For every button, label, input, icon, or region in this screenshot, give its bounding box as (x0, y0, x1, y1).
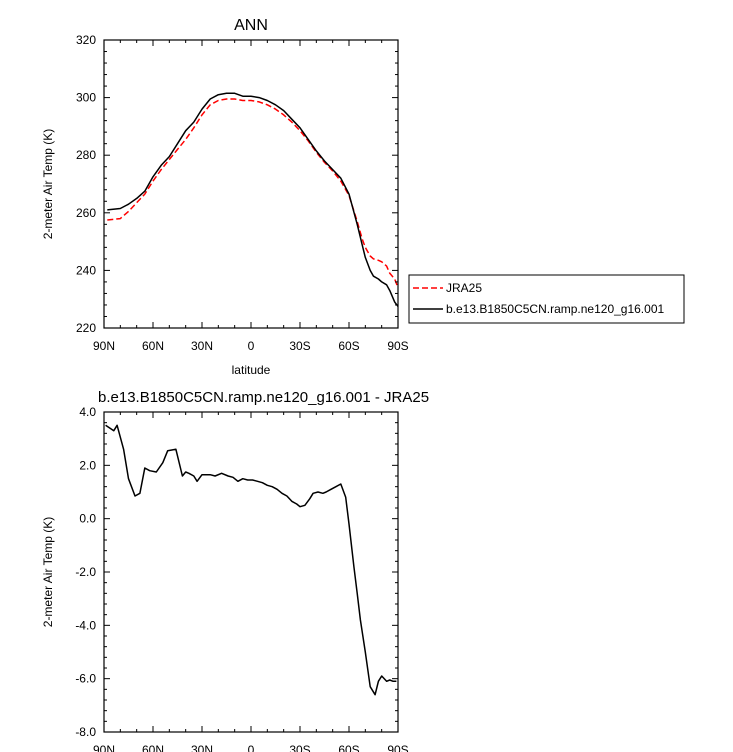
series-line-0 (105, 424, 397, 696)
y-tick-label: 320 (76, 33, 96, 47)
x-tick-label: 60S (338, 339, 359, 353)
x-tick-label: 60N (142, 743, 164, 752)
legend: JRA25 b.e13.B1850C5CN.ramp.ne120_g16.001 (408, 274, 685, 324)
x-tick-label: 0 (248, 743, 255, 752)
y-tick-label: -6.0 (75, 672, 96, 686)
y-tick-label: -4.0 (75, 618, 96, 632)
x-tick-label: 90S (387, 743, 408, 752)
difference-line-chart: b.e13.B1850C5CN.ramp.ne120_g16.001 - JRA… (41, 389, 429, 752)
y-tick-label: 260 (76, 206, 96, 220)
legend-box (408, 274, 685, 324)
x-axis-label: latitude (232, 363, 271, 377)
y-tick-label: -2.0 (75, 565, 96, 579)
x-tick-label: 60N (142, 339, 164, 353)
x-tick-label: 90S (387, 339, 408, 353)
legend-label-0: JRA25 (446, 281, 482, 295)
y-tick-label: -8.0 (75, 725, 96, 739)
y-tick-label: 220 (76, 321, 96, 335)
x-tick-label: 30S (289, 743, 310, 752)
y-tick-label: 4.0 (79, 405, 96, 419)
chart-title: ANN (234, 17, 268, 34)
x-tick-label: 30S (289, 339, 310, 353)
legend-label-1: b.e13.B1850C5CN.ramp.ne120_g16.001 (446, 302, 664, 316)
x-tick-label: 90N (93, 743, 115, 752)
y-tick-label: 300 (76, 91, 96, 105)
y-tick-label: 0.0 (79, 512, 96, 526)
y-axis-label: 2-meter Air Temp (K) (41, 129, 55, 239)
x-tick-label: 60S (338, 743, 359, 752)
y-tick-label: 240 (76, 263, 96, 277)
series-line-1 (107, 92, 399, 307)
y-tick-label: 2.0 (79, 458, 96, 472)
temperature-line-chart: ANN 90N 60N 30N 0 30S 60S 90S 220 240 260 280 300 320… (41, 17, 409, 377)
y-axis-label: 2-meter Air Temp (K) (41, 517, 55, 627)
y-tick-label: 280 (76, 148, 96, 162)
x-tick-label: 30N (191, 339, 213, 353)
x-tick-label: 90N (93, 339, 115, 353)
chart-title: b.e13.B1850C5CN.ramp.ne120_g16.001 - JRA… (98, 389, 429, 406)
x-tick-label: 30N (191, 743, 213, 752)
series-line-0 (107, 98, 399, 288)
x-tick-label: 0 (248, 339, 255, 353)
